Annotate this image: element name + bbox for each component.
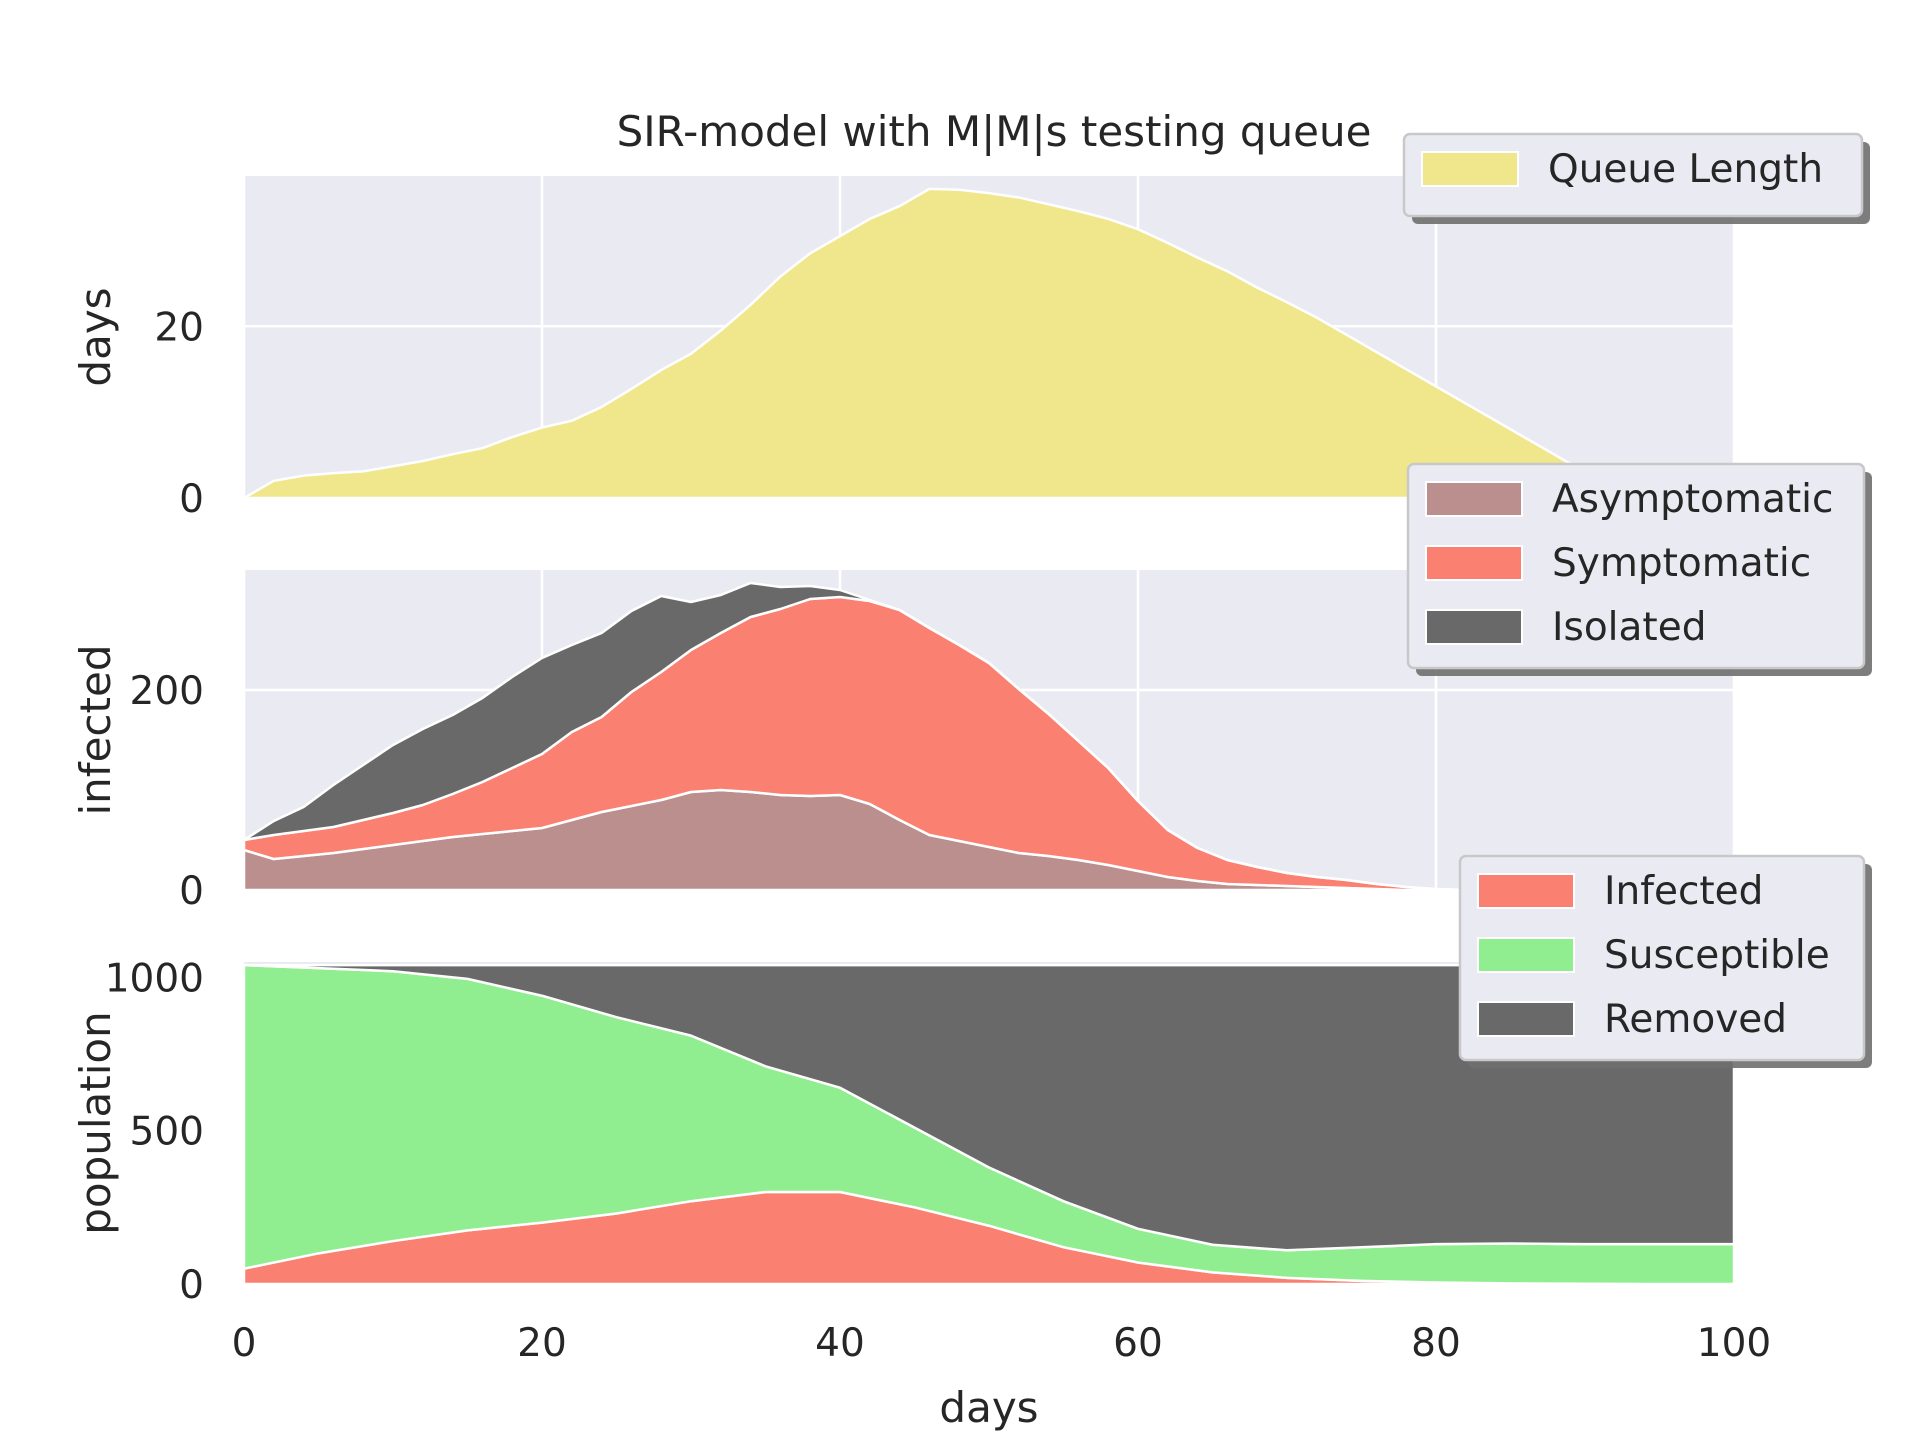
x-tick-label: 0 [232,1321,257,1366]
y-tick-label: 0 [179,477,204,522]
y-tick-label: 0 [179,1263,204,1308]
legend-swatch [1425,481,1523,517]
y-tick-label: 0 [179,869,204,914]
legend-swatch [1477,1001,1575,1037]
legend-label: Symptomatic [1552,541,1811,586]
legend: Asymptomatic Symptomatic Isolated [1406,462,1872,676]
legend-swatch [1425,609,1523,645]
legend-label: Susceptible [1604,933,1830,978]
legend-swatch [1425,545,1523,581]
figure-title: SIR-model with M|M|s testing queue [617,107,1372,156]
y-tick-label: 1000 [105,956,204,1001]
x-tick-label: 60 [1113,1321,1163,1366]
legend-label: Queue Length [1548,147,1823,192]
legend-swatch [1477,873,1575,909]
x-tick-label: 40 [815,1321,865,1366]
legend-label: Infected [1604,869,1763,914]
x-tick-label: 80 [1411,1321,1461,1366]
x-axis-label: days [939,1383,1038,1432]
y-axis-label: days [71,287,120,386]
x-tick-label: 100 [1697,1321,1771,1366]
chart-panel-3: 0 500 1000 0 20 40 60 80 100 population days Infect… [71,854,1872,1432]
legend-label: Isolated [1552,605,1706,650]
y-tick-label: 20 [154,305,204,350]
legend: Infected Susceptible Removed [1458,854,1872,1068]
y-tick-label: 200 [130,669,204,714]
legend-label: Asymptomatic [1552,477,1833,522]
legend-swatch [1477,937,1575,973]
y-axis-label: infected [71,645,120,816]
area-removed [242,963,1736,1252]
x-tick-label: 20 [517,1321,567,1366]
legend-swatch [1421,151,1519,187]
legend: Queue Length [1402,132,1870,224]
y-tick-label: 500 [130,1110,204,1155]
legend-label: Removed [1604,997,1787,1042]
y-axis-label: population [71,1011,120,1235]
